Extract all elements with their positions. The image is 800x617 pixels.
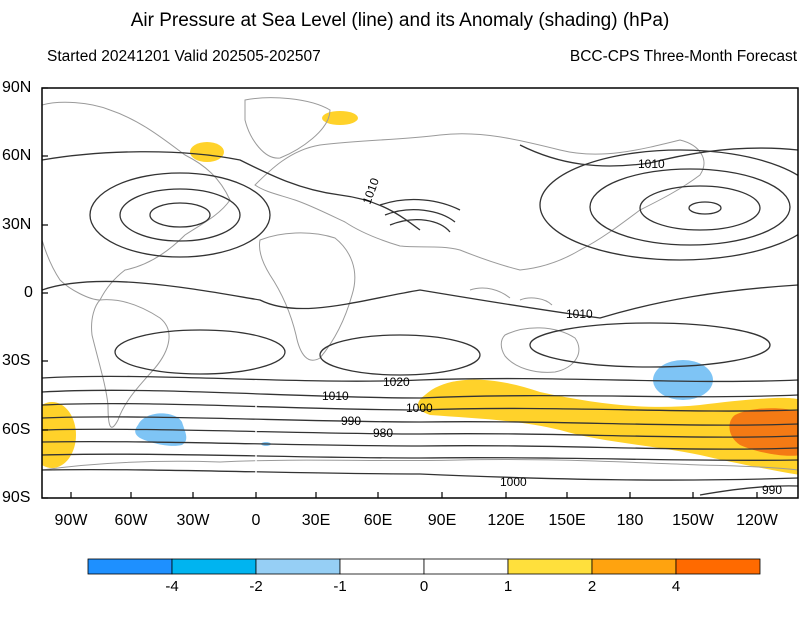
greenland-outline bbox=[244, 97, 331, 159]
axis-ticks bbox=[42, 87, 758, 499]
anomaly-patch bbox=[322, 111, 358, 125]
antarctica-outline bbox=[42, 458, 798, 471]
anomaly-patch bbox=[190, 142, 224, 162]
colorbar-bin bbox=[507, 558, 593, 575]
anomaly-patch bbox=[42, 402, 76, 468]
isobar-1020 bbox=[42, 375, 798, 383]
australia-outline bbox=[500, 327, 580, 373]
lon-label: 150E bbox=[548, 512, 586, 529]
contour-label: 1010 bbox=[322, 389, 349, 403]
colorbar-label: 2 bbox=[587, 578, 597, 595]
colorbar-bin bbox=[339, 558, 425, 575]
high-pressure-contour bbox=[149, 202, 211, 228]
lon-label: 90W bbox=[54, 512, 88, 529]
high-pressure-contour bbox=[89, 172, 271, 258]
colorbar-label: 1 bbox=[503, 578, 513, 595]
contour-label: 1010 bbox=[638, 157, 665, 171]
lon-label: 120W bbox=[736, 512, 778, 529]
contour-label: 1010 bbox=[360, 176, 382, 206]
lat-label: 90N bbox=[2, 79, 32, 96]
high-pressure-contour bbox=[688, 201, 722, 215]
colorbar-label: 0 bbox=[419, 578, 429, 595]
isobar-1010 bbox=[42, 280, 798, 319]
map-title: Air Pressure at Sea Level (line) and its… bbox=[130, 10, 670, 31]
high-pressure-contour bbox=[639, 185, 761, 231]
eurasia-outline bbox=[254, 133, 705, 271]
contour-label: 1000 bbox=[406, 401, 433, 415]
high-pressure-contour bbox=[114, 329, 286, 375]
isobar-990 bbox=[42, 416, 798, 426]
isobar-1000 bbox=[42, 402, 798, 412]
high-pressure-contour bbox=[529, 322, 771, 368]
high-pressure-contour bbox=[589, 168, 791, 246]
isobar-1010 bbox=[519, 144, 798, 167]
forecast-period: Started 20241201 Valid 202505-202507 bbox=[47, 48, 321, 65]
contour-label: 1020 bbox=[383, 375, 410, 389]
colorbar-bin bbox=[591, 558, 677, 575]
isobar-980 bbox=[42, 440, 798, 450]
anomaly-shading bbox=[42, 111, 798, 475]
lon-label: 0 bbox=[251, 512, 261, 529]
high-pressure-contour bbox=[539, 149, 798, 261]
isobar-980 bbox=[42, 428, 798, 438]
lat-label: 90S bbox=[2, 489, 31, 506]
isobar-990 bbox=[42, 453, 798, 462]
lat-label: 60S bbox=[2, 421, 31, 438]
lat-label: 60N bbox=[2, 147, 32, 164]
lat-label: 30N bbox=[2, 216, 32, 233]
colorbar-bin bbox=[171, 558, 257, 575]
lon-label: 30W bbox=[176, 512, 210, 529]
isobar-1010 bbox=[42, 389, 798, 399]
lat-label: 0 bbox=[24, 284, 33, 301]
colorbar-bin bbox=[675, 558, 761, 575]
lon-label: 30E bbox=[301, 512, 331, 529]
lon-label: 90E bbox=[427, 512, 457, 529]
anomaly-patch bbox=[653, 360, 713, 400]
forecast-source: BCC-CPS Three-Month Forecast bbox=[569, 48, 797, 65]
isobar-1000 bbox=[42, 468, 798, 481]
lat-label: 30S bbox=[2, 352, 31, 369]
contour-label: 1000 bbox=[500, 475, 527, 489]
anomaly-patch bbox=[729, 408, 798, 456]
contour-label: 990 bbox=[762, 483, 782, 497]
anomaly-patch bbox=[418, 379, 798, 475]
lon-label: 120E bbox=[487, 512, 525, 529]
north-america-outline bbox=[42, 101, 231, 301]
isobar-990 bbox=[699, 485, 798, 496]
colorbar-bin bbox=[87, 558, 173, 575]
lon-label: 60W bbox=[114, 512, 148, 529]
lon-label: 60E bbox=[363, 512, 393, 529]
high-pressure-contour bbox=[319, 334, 481, 376]
colorbar-label: 4 bbox=[671, 578, 681, 595]
tibet-contours bbox=[379, 198, 461, 233]
colorbar bbox=[87, 558, 761, 575]
contour-label: 980 bbox=[373, 426, 393, 440]
isobar-1010 bbox=[42, 151, 421, 231]
pressure-contours bbox=[42, 144, 798, 496]
contour-label: 1010 bbox=[566, 307, 593, 321]
lon-label: 150W bbox=[672, 512, 714, 529]
colorbar-bin bbox=[255, 558, 341, 575]
lon-label: 180 bbox=[616, 512, 644, 529]
africa-outline bbox=[259, 232, 356, 361]
indonesia-outline bbox=[469, 287, 553, 306]
contour-label: 990 bbox=[341, 414, 361, 428]
colorbar-bin bbox=[423, 558, 509, 575]
high-pressure-contour bbox=[119, 188, 241, 242]
colorbar-label: -4 bbox=[165, 578, 179, 595]
colorbar-label: -2 bbox=[249, 578, 263, 595]
colorbar-label: -1 bbox=[333, 578, 347, 595]
south-america-outline bbox=[91, 299, 170, 428]
